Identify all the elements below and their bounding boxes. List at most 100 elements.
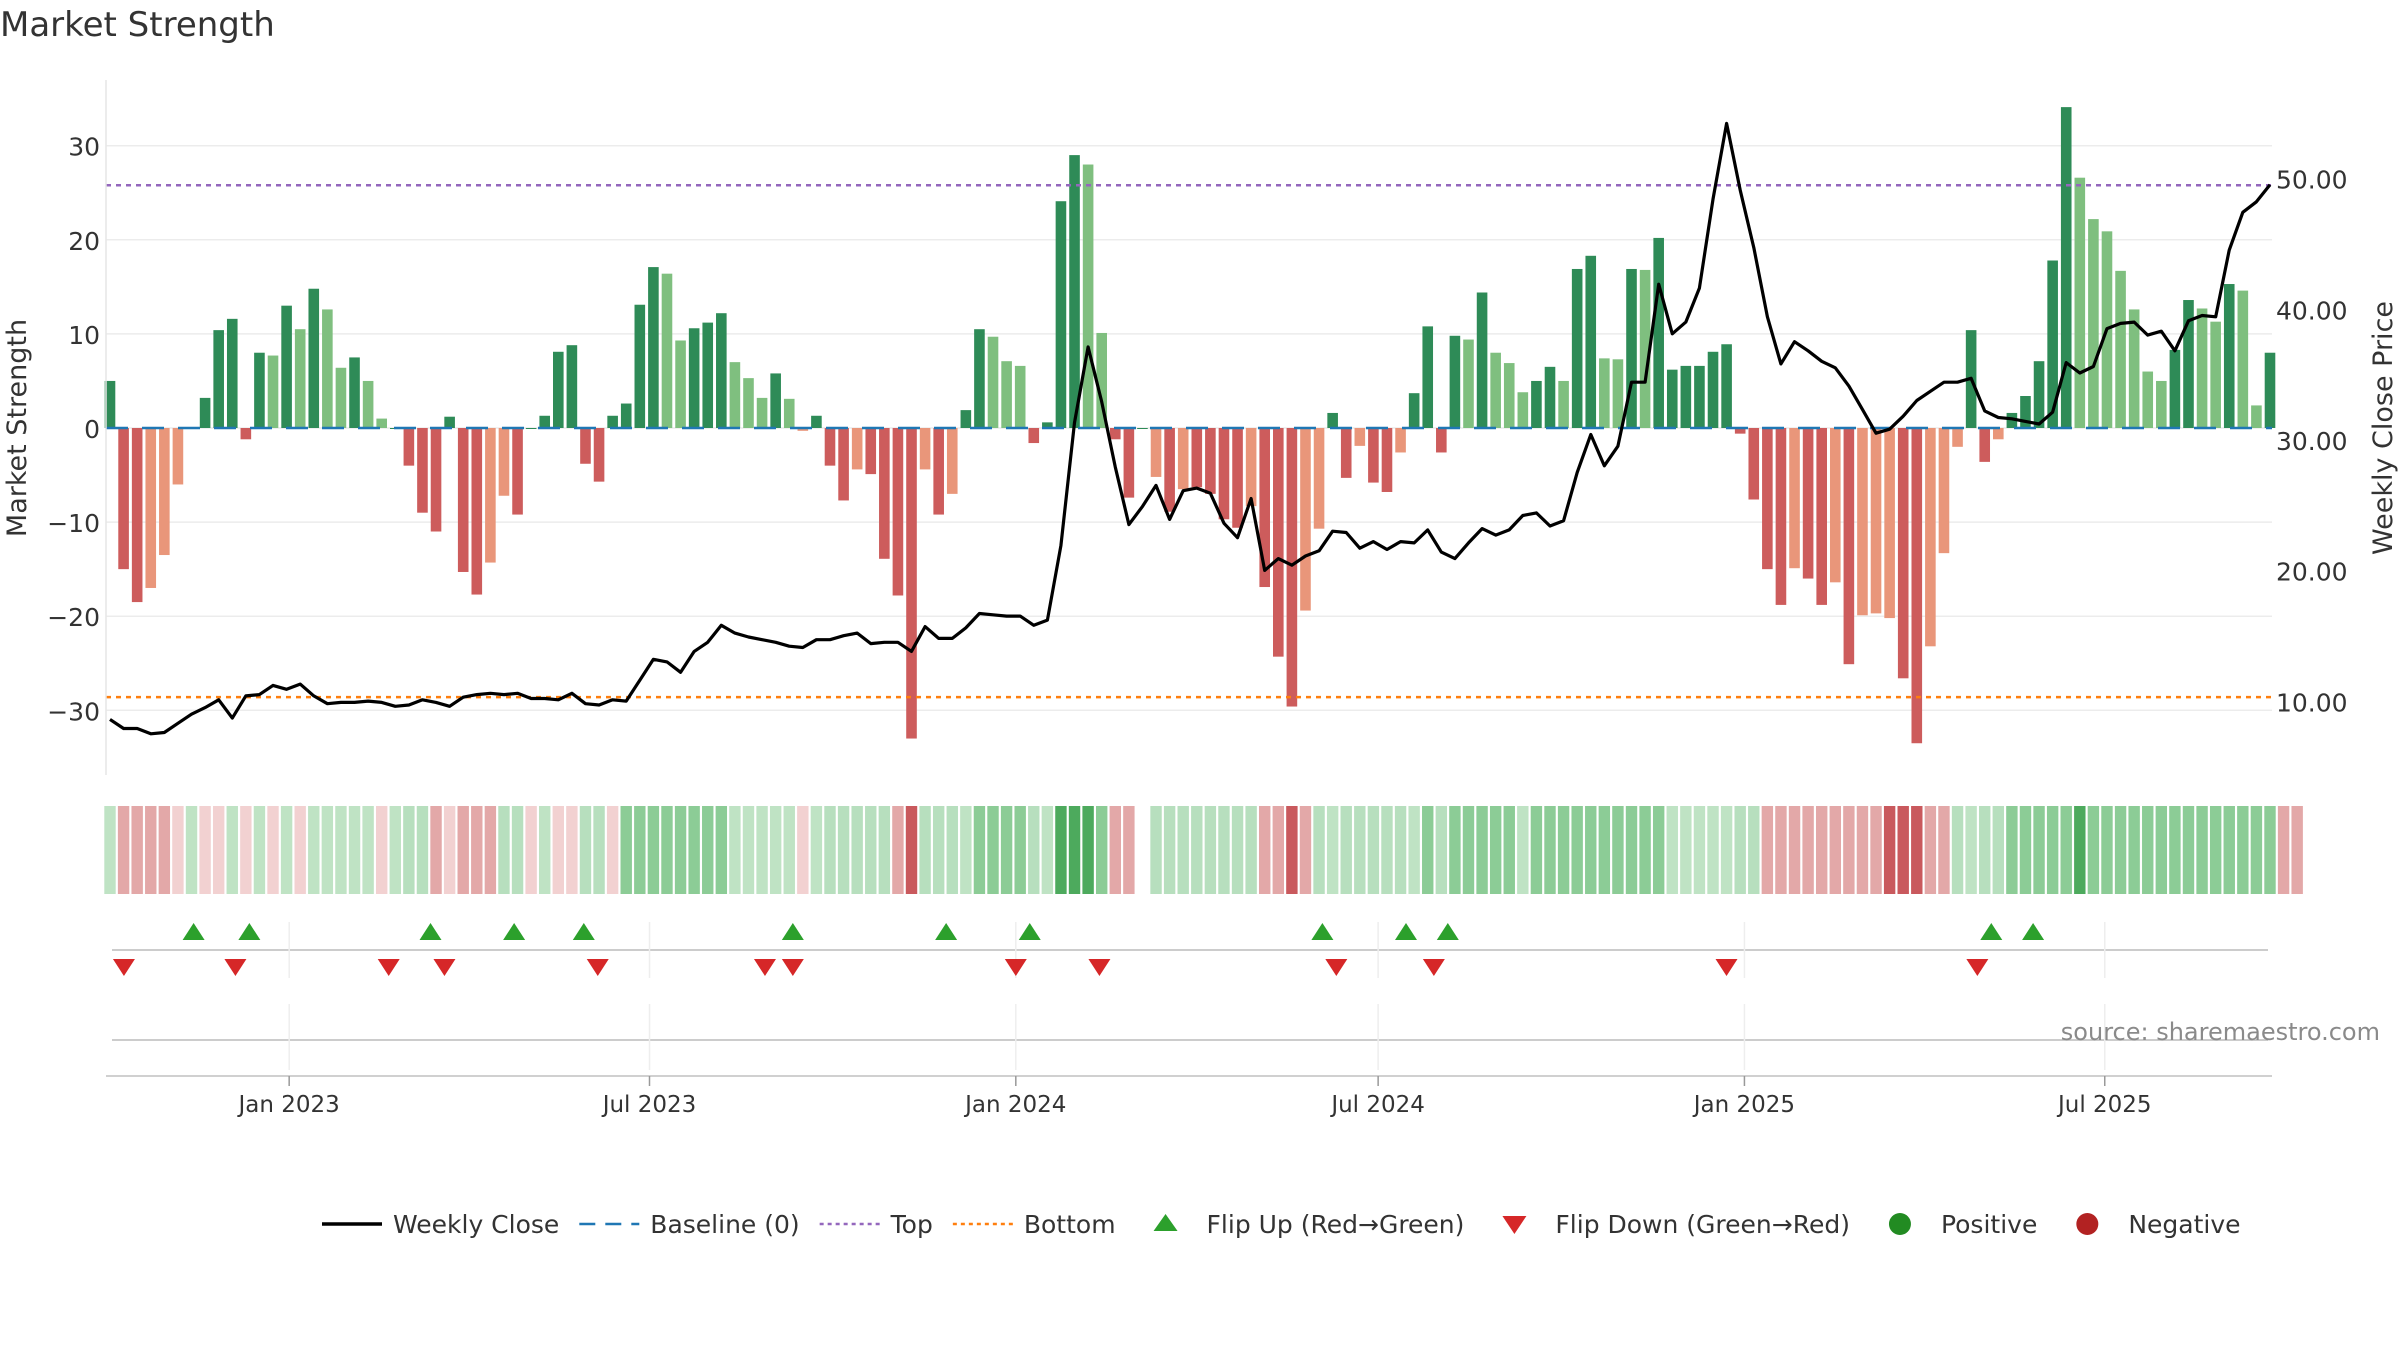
right-tick-label: 20.00 <box>2276 558 2348 587</box>
strength-bar <box>702 322 714 428</box>
heat-cell <box>1557 806 1570 894</box>
strength-bar <box>1599 358 1610 428</box>
heat-cell <box>2182 806 2195 894</box>
strength-bar <box>1626 268 1637 428</box>
strength-heat-strip <box>104 806 2303 894</box>
heat-cell <box>851 806 863 894</box>
heat-cell <box>375 806 388 894</box>
strength-bar <box>1762 428 1773 570</box>
heat-cell <box>2033 806 2045 894</box>
heat-cell <box>2046 806 2059 894</box>
strength-bar <box>593 428 605 482</box>
strength-bar <box>1829 428 1841 583</box>
heat-cell <box>267 806 279 894</box>
flip-up-marker <box>781 923 804 940</box>
legend-label: Baseline (0) <box>650 1210 799 1239</box>
heat-cell <box>1000 806 1013 894</box>
strength-bar <box>213 330 224 428</box>
heat-cell <box>1191 806 1203 894</box>
strength-bar <box>1531 380 1542 428</box>
strength-bar <box>2183 300 2194 428</box>
heat-cell <box>308 806 320 894</box>
heat-cell <box>1775 806 1787 894</box>
heat-cell <box>756 806 768 894</box>
strength-bar <box>906 428 917 739</box>
heat-cell <box>1326 806 1339 894</box>
flip-up-marker <box>182 923 205 940</box>
axes: 30 20 10 0 −10 −20 −30 50.00 40.00 30.00 20.00 10.0… <box>47 80 2348 775</box>
heat-cell <box>1231 806 1244 894</box>
strength-bar <box>1422 326 1434 428</box>
strength-bar <box>1123 428 1135 498</box>
heat-cell <box>1612 806 1624 894</box>
legend-swatch-positive <box>1888 1213 1911 1235</box>
strength-bar <box>2251 405 2262 428</box>
heat-cell <box>457 806 469 894</box>
heat-cell <box>1422 806 1434 894</box>
legend-item: Weekly Close <box>322 1210 559 1239</box>
strength-bar <box>1612 359 1624 428</box>
heat-cell <box>606 806 619 894</box>
left-tick-label: 10 <box>68 321 100 350</box>
heat-cell <box>1720 806 1733 894</box>
heat-cell <box>1924 806 1937 894</box>
strength-bar <box>1666 369 1678 428</box>
strength-bar <box>1408 393 1420 428</box>
legend-item: Flip Up (Red→Green) <box>1153 1210 1464 1239</box>
strength-bar <box>2006 412 2018 428</box>
strength-bar <box>1259 428 1271 588</box>
heat-cell <box>443 806 456 894</box>
heat-cell <box>2006 806 2018 894</box>
strength-bar <box>145 428 157 588</box>
flip-up-marker <box>419 923 442 940</box>
heat-cell <box>2223 806 2235 894</box>
strength-bar <box>2074 177 2086 428</box>
strength-bar <box>1340 428 1352 478</box>
heat-cell <box>1693 806 1706 894</box>
heat-cell <box>715 806 728 894</box>
strength-bar <box>322 309 333 428</box>
strength-bar <box>1925 428 1936 647</box>
legend-item: Positive <box>1888 1210 2037 1239</box>
strength-bar <box>1571 268 1583 428</box>
heat-cell <box>430 806 442 894</box>
heat-cell <box>892 806 904 894</box>
heat-cell <box>1449 806 1461 894</box>
heat-cell <box>1585 806 1597 894</box>
heat-cell <box>539 806 551 894</box>
strength-bar <box>1218 428 1230 520</box>
strength-bar <box>430 428 442 532</box>
strength-bar <box>1993 428 2004 440</box>
strength-bar <box>199 397 211 428</box>
left-tick-label: 30 <box>68 133 100 162</box>
strength-bar <box>1544 366 1556 428</box>
strength-bar <box>743 378 754 428</box>
strength-bar <box>648 267 659 428</box>
heat-cell <box>1680 806 1692 894</box>
flip-up-marker <box>2022 923 2045 940</box>
heat-cell <box>579 806 592 894</box>
strength-bar <box>1843 428 1855 665</box>
heat-cell <box>362 806 374 894</box>
heat-cell <box>1435 806 1448 894</box>
heat-cell <box>498 806 510 894</box>
strength-bar <box>2156 380 2167 428</box>
strength-bar <box>1368 428 1379 483</box>
flip-down-marker <box>1715 959 1738 976</box>
strength-bar <box>607 415 618 428</box>
strength-bar <box>756 397 768 428</box>
heat-cell <box>919 806 931 894</box>
strength-bar <box>485 428 496 563</box>
flip-down-marker <box>377 959 400 976</box>
strength-bar <box>254 352 265 428</box>
heat-cell <box>620 806 632 894</box>
right-tick-label: 40.00 <box>2276 296 2348 325</box>
strength-bar <box>1273 428 1284 657</box>
strength-bar <box>1395 428 1406 453</box>
strength-bar <box>1164 428 1175 512</box>
heat-cell <box>1815 806 1828 894</box>
heat-cell <box>2196 806 2208 894</box>
heat-cell <box>172 806 184 894</box>
legend: Weekly Close Baseline (0) Top Bottom Flip Up… <box>322 1210 2241 1239</box>
heat-cell <box>810 806 823 894</box>
